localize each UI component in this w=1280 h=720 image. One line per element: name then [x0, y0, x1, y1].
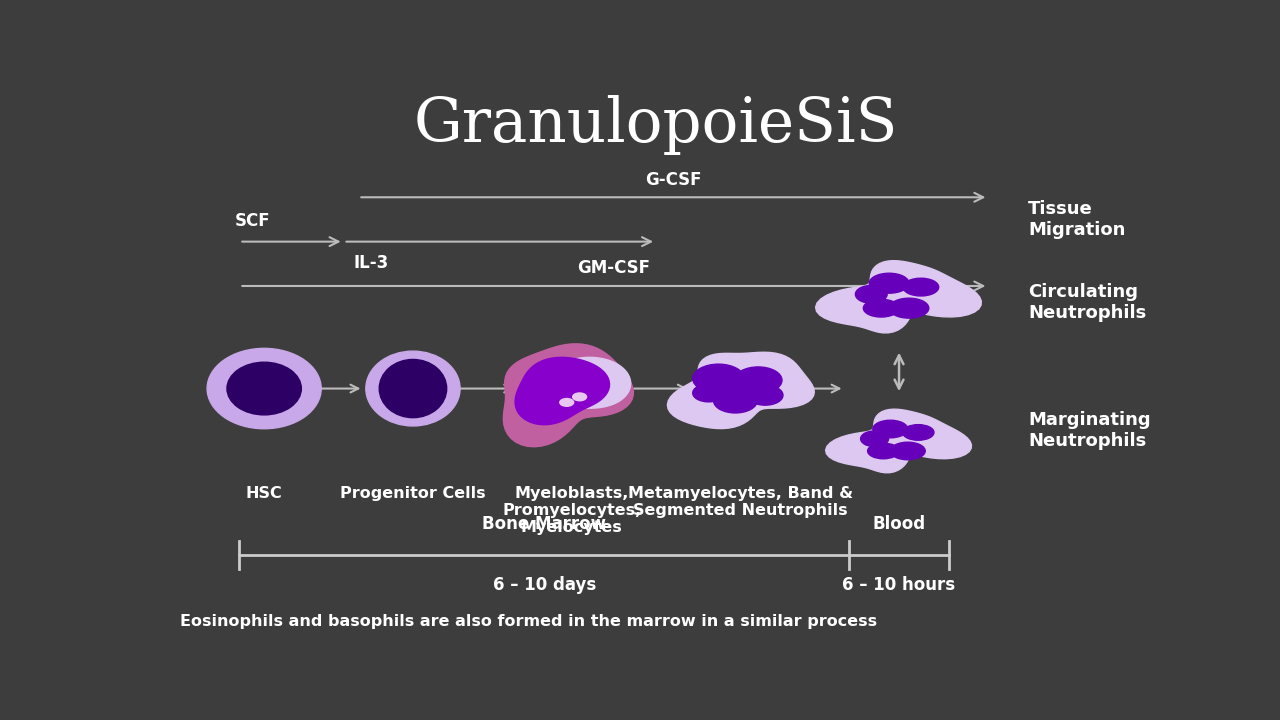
Text: Eosinophils and basophils are also formed in the marrow in a similar process: Eosinophils and basophils are also forme…	[179, 614, 877, 629]
Ellipse shape	[207, 348, 321, 428]
Text: SCF: SCF	[234, 212, 270, 230]
Polygon shape	[503, 344, 634, 447]
Circle shape	[559, 399, 573, 406]
Ellipse shape	[735, 367, 782, 394]
Ellipse shape	[869, 273, 909, 293]
Ellipse shape	[863, 300, 899, 317]
Text: Tissue
Migration: Tissue Migration	[1028, 200, 1125, 239]
Circle shape	[572, 393, 586, 401]
Ellipse shape	[902, 278, 938, 296]
Ellipse shape	[868, 444, 899, 459]
Ellipse shape	[227, 362, 301, 415]
Text: 6 – 10 days: 6 – 10 days	[493, 576, 596, 595]
Polygon shape	[515, 357, 609, 425]
Text: Progenitor Cells: Progenitor Cells	[340, 485, 486, 500]
Ellipse shape	[891, 442, 925, 460]
Text: 6 – 10 hours: 6 – 10 hours	[842, 576, 956, 595]
Text: Myeloblasts,
Promyelocytes,
Myelocytes: Myeloblasts, Promyelocytes, Myelocytes	[502, 485, 641, 536]
Ellipse shape	[692, 364, 744, 393]
Text: Metamyelocytes, Band &
Segmented Neutrophils: Metamyelocytes, Band & Segmented Neutrop…	[627, 485, 852, 518]
Text: HSC: HSC	[246, 485, 283, 500]
Ellipse shape	[860, 431, 888, 446]
Text: Blood: Blood	[873, 516, 925, 534]
Polygon shape	[826, 409, 972, 473]
Ellipse shape	[902, 425, 934, 440]
Polygon shape	[815, 261, 982, 333]
Text: IL-3: IL-3	[353, 253, 389, 271]
Ellipse shape	[379, 359, 447, 418]
Ellipse shape	[890, 298, 929, 318]
Ellipse shape	[873, 420, 908, 438]
Polygon shape	[548, 357, 631, 408]
Polygon shape	[667, 352, 814, 428]
Ellipse shape	[713, 389, 758, 413]
Text: Bone Marrow: Bone Marrow	[483, 516, 607, 534]
Ellipse shape	[748, 385, 783, 405]
Ellipse shape	[692, 384, 724, 402]
Ellipse shape	[855, 285, 887, 303]
Text: Marginating
Neutrophils: Marginating Neutrophils	[1028, 410, 1151, 449]
Ellipse shape	[366, 351, 460, 426]
Text: Circulating
Neutrophils: Circulating Neutrophils	[1028, 283, 1147, 322]
Text: GM-CSF: GM-CSF	[577, 259, 650, 277]
Text: GranulopoieSiS: GranulopoieSiS	[413, 95, 899, 156]
Text: G-CSF: G-CSF	[645, 171, 701, 189]
